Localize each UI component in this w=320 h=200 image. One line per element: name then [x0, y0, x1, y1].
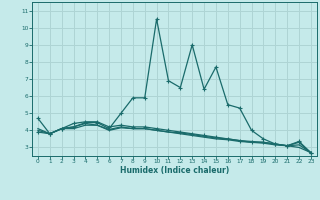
X-axis label: Humidex (Indice chaleur): Humidex (Indice chaleur)	[120, 166, 229, 175]
